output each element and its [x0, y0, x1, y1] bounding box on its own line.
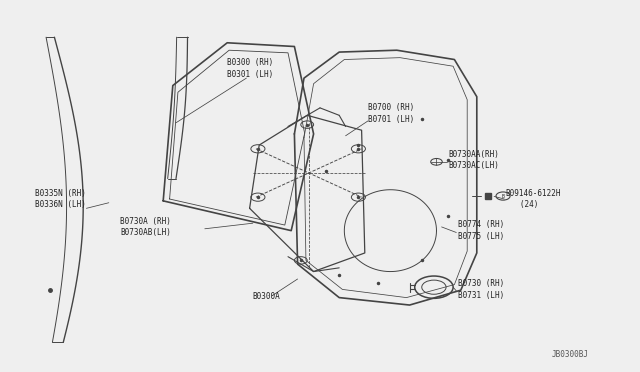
Text: JB0300BJ: JB0300BJ [552, 350, 589, 359]
Text: B0730A (RH)
B0730AB(LH): B0730A (RH) B0730AB(LH) [120, 217, 171, 237]
Text: B0300 (RH)
B0301 (LH): B0300 (RH) B0301 (LH) [227, 58, 273, 79]
Text: B09146-6122H
   (24): B09146-6122H (24) [506, 189, 561, 209]
Text: B0335N (RH)
B0336N (LH): B0335N (RH) B0336N (LH) [35, 189, 86, 209]
Text: B0300A: B0300A [253, 292, 280, 301]
Text: B0730AA(RH)
B0730AC(LH): B0730AA(RH) B0730AC(LH) [448, 150, 499, 170]
Text: B0730 (RH)
B0731 (LH): B0730 (RH) B0731 (LH) [458, 279, 504, 300]
Text: B0700 (RH)
B0701 (LH): B0700 (RH) B0701 (LH) [368, 103, 414, 124]
Text: B0774 (RH)
B0775 (LH): B0774 (RH) B0775 (LH) [458, 220, 504, 241]
Text: B: B [502, 193, 504, 199]
